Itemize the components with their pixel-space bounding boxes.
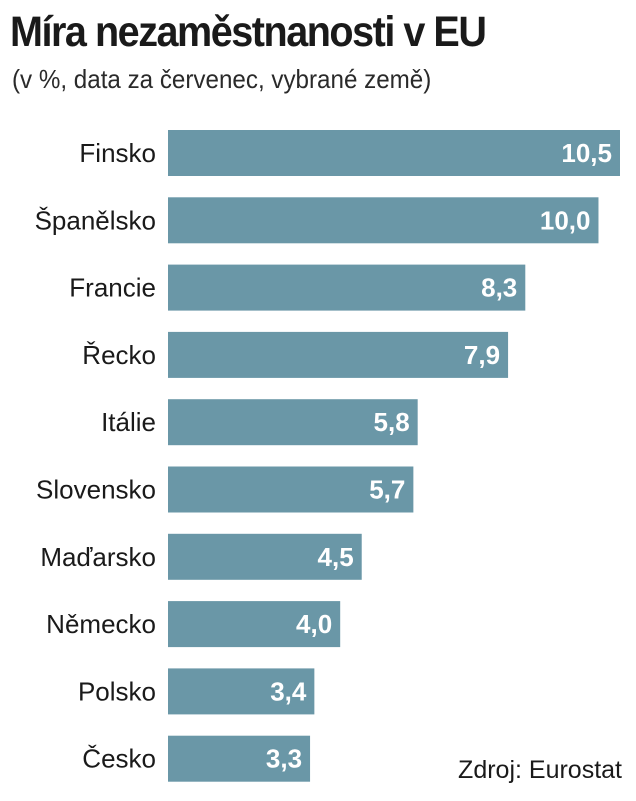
category-label: Česko: [82, 744, 156, 774]
value-label: 4,5: [318, 542, 354, 572]
bar-6: [168, 466, 414, 513]
value-label: 5,8: [374, 407, 410, 437]
bar-9: [168, 668, 315, 715]
category-label: Francie: [69, 273, 156, 303]
category-label: Finsko: [79, 138, 156, 168]
bar-3: [168, 264, 526, 311]
value-label: 10,0: [540, 205, 591, 235]
category-label: Itálie: [101, 407, 156, 437]
bar-2: [168, 197, 599, 244]
bar-4: [168, 331, 509, 378]
bar-1: [168, 130, 620, 176]
value-label: 4,0: [296, 609, 332, 639]
category-label: Řecko: [82, 340, 156, 370]
category-label: Německo: [46, 609, 156, 639]
value-label: 3,4: [270, 676, 307, 706]
value-label: 8,3: [481, 273, 517, 303]
value-label: 7,9: [464, 340, 500, 370]
category-label: Maďarsko: [40, 542, 156, 572]
bar-5: [168, 399, 418, 446]
bar-7: [168, 533, 362, 580]
source-note: Zdroj: Eurostat: [458, 756, 622, 784]
value-label: 10,5: [561, 138, 612, 168]
category-label: Španělsko: [35, 205, 156, 235]
category-label: Polsko: [78, 676, 156, 706]
category-label: Slovensko: [36, 475, 156, 505]
value-label: 5,7: [369, 475, 405, 505]
bar-10: [168, 735, 311, 782]
value-label: 3,3: [266, 744, 302, 774]
bar-8: [168, 601, 341, 648]
chart-subtitle: (v %, data za červenec, vybrané země): [12, 64, 432, 94]
chart-title: Míra nezaměstnanosti v EU: [10, 8, 487, 56]
